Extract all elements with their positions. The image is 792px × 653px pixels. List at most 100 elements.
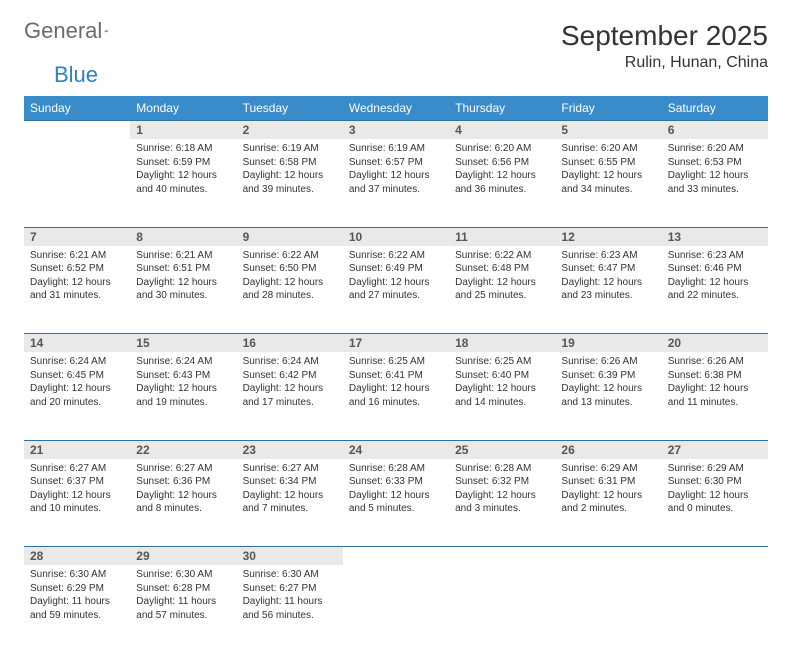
weekday-header: Friday (555, 96, 661, 121)
weekday-header: Saturday (662, 96, 768, 121)
day-details: Sunrise: 6:24 AMSunset: 6:43 PMDaylight:… (130, 352, 236, 415)
day-cell: Sunrise: 6:28 AMSunset: 6:33 PMDaylight:… (343, 459, 449, 547)
day-number-cell (555, 547, 661, 566)
day-number-cell (449, 547, 555, 566)
day-cell: Sunrise: 6:24 AMSunset: 6:42 PMDaylight:… (237, 352, 343, 440)
day-number-cell: 27 (662, 440, 768, 459)
day-number-cell (343, 547, 449, 566)
day-details: Sunrise: 6:23 AMSunset: 6:46 PMDaylight:… (662, 246, 768, 309)
month-title: September 2025 (561, 20, 768, 52)
day-cell (555, 565, 661, 653)
day-number-row: 14151617181920 (24, 334, 768, 353)
day-number-cell: 26 (555, 440, 661, 459)
day-number-cell: 9 (237, 227, 343, 246)
day-cell: Sunrise: 6:28 AMSunset: 6:32 PMDaylight:… (449, 459, 555, 547)
day-cell: Sunrise: 6:20 AMSunset: 6:55 PMDaylight:… (555, 139, 661, 227)
day-details: Sunrise: 6:26 AMSunset: 6:38 PMDaylight:… (662, 352, 768, 415)
day-details: Sunrise: 6:25 AMSunset: 6:40 PMDaylight:… (449, 352, 555, 415)
day-body-row: Sunrise: 6:21 AMSunset: 6:52 PMDaylight:… (24, 246, 768, 334)
day-number-cell: 24 (343, 440, 449, 459)
day-cell: Sunrise: 6:24 AMSunset: 6:45 PMDaylight:… (24, 352, 130, 440)
weekday-header-row: Sunday Monday Tuesday Wednesday Thursday… (24, 96, 768, 121)
day-cell: Sunrise: 6:22 AMSunset: 6:49 PMDaylight:… (343, 246, 449, 334)
day-number-cell: 23 (237, 440, 343, 459)
day-cell: Sunrise: 6:19 AMSunset: 6:58 PMDaylight:… (237, 139, 343, 227)
day-cell: Sunrise: 6:23 AMSunset: 6:47 PMDaylight:… (555, 246, 661, 334)
day-details: Sunrise: 6:29 AMSunset: 6:30 PMDaylight:… (662, 459, 768, 522)
day-number-row: 21222324252627 (24, 440, 768, 459)
day-number-cell: 21 (24, 440, 130, 459)
day-number-cell: 18 (449, 334, 555, 353)
day-details: Sunrise: 6:18 AMSunset: 6:59 PMDaylight:… (130, 139, 236, 202)
day-cell: Sunrise: 6:19 AMSunset: 6:57 PMDaylight:… (343, 139, 449, 227)
day-cell: Sunrise: 6:29 AMSunset: 6:31 PMDaylight:… (555, 459, 661, 547)
day-number-cell: 22 (130, 440, 236, 459)
day-number-cell: 1 (130, 121, 236, 140)
day-details: Sunrise: 6:20 AMSunset: 6:56 PMDaylight:… (449, 139, 555, 202)
day-number-row: 282930 (24, 547, 768, 566)
day-cell: Sunrise: 6:20 AMSunset: 6:56 PMDaylight:… (449, 139, 555, 227)
day-cell: Sunrise: 6:25 AMSunset: 6:41 PMDaylight:… (343, 352, 449, 440)
day-number-cell: 25 (449, 440, 555, 459)
logo-text-blue: Blue (54, 64, 98, 86)
day-number-cell: 2 (237, 121, 343, 140)
day-cell: Sunrise: 6:26 AMSunset: 6:38 PMDaylight:… (662, 352, 768, 440)
day-cell (662, 565, 768, 653)
day-cell: Sunrise: 6:29 AMSunset: 6:30 PMDaylight:… (662, 459, 768, 547)
day-cell: Sunrise: 6:27 AMSunset: 6:37 PMDaylight:… (24, 459, 130, 547)
day-cell: Sunrise: 6:30 AMSunset: 6:27 PMDaylight:… (237, 565, 343, 653)
day-details: Sunrise: 6:28 AMSunset: 6:32 PMDaylight:… (449, 459, 555, 522)
logo-text-general: General (24, 20, 102, 42)
day-cell: Sunrise: 6:22 AMSunset: 6:50 PMDaylight:… (237, 246, 343, 334)
calendar-body: 123456Sunrise: 6:18 AMSunset: 6:59 PMDay… (24, 121, 768, 653)
day-number-cell: 10 (343, 227, 449, 246)
weekday-header: Wednesday (343, 96, 449, 121)
day-cell: Sunrise: 6:20 AMSunset: 6:53 PMDaylight:… (662, 139, 768, 227)
day-body-row: Sunrise: 6:24 AMSunset: 6:45 PMDaylight:… (24, 352, 768, 440)
day-details: Sunrise: 6:20 AMSunset: 6:53 PMDaylight:… (662, 139, 768, 202)
day-cell: Sunrise: 6:23 AMSunset: 6:46 PMDaylight:… (662, 246, 768, 334)
day-number-cell (24, 121, 130, 140)
day-number-cell: 8 (130, 227, 236, 246)
day-number-cell: 30 (237, 547, 343, 566)
day-number-cell: 28 (24, 547, 130, 566)
day-details: Sunrise: 6:30 AMSunset: 6:28 PMDaylight:… (130, 565, 236, 628)
day-details: Sunrise: 6:23 AMSunset: 6:47 PMDaylight:… (555, 246, 661, 309)
day-cell: Sunrise: 6:27 AMSunset: 6:36 PMDaylight:… (130, 459, 236, 547)
day-number-cell: 29 (130, 547, 236, 566)
day-details: Sunrise: 6:20 AMSunset: 6:55 PMDaylight:… (555, 139, 661, 202)
weekday-header: Tuesday (237, 96, 343, 121)
calendar-table: Sunday Monday Tuesday Wednesday Thursday… (24, 96, 768, 653)
weekday-header: Thursday (449, 96, 555, 121)
day-details: Sunrise: 6:22 AMSunset: 6:49 PMDaylight:… (343, 246, 449, 309)
weekday-header: Sunday (24, 96, 130, 121)
day-cell (449, 565, 555, 653)
day-number-cell: 20 (662, 334, 768, 353)
day-number-cell: 17 (343, 334, 449, 353)
day-body-row: Sunrise: 6:18 AMSunset: 6:59 PMDaylight:… (24, 139, 768, 227)
day-details: Sunrise: 6:21 AMSunset: 6:51 PMDaylight:… (130, 246, 236, 309)
day-details: Sunrise: 6:26 AMSunset: 6:39 PMDaylight:… (555, 352, 661, 415)
day-number-cell: 15 (130, 334, 236, 353)
day-cell: Sunrise: 6:18 AMSunset: 6:59 PMDaylight:… (130, 139, 236, 227)
day-number-cell: 4 (449, 121, 555, 140)
day-cell: Sunrise: 6:30 AMSunset: 6:28 PMDaylight:… (130, 565, 236, 653)
day-number-cell: 3 (343, 121, 449, 140)
day-cell: Sunrise: 6:27 AMSunset: 6:34 PMDaylight:… (237, 459, 343, 547)
day-details: Sunrise: 6:27 AMSunset: 6:36 PMDaylight:… (130, 459, 236, 522)
day-details: Sunrise: 6:19 AMSunset: 6:57 PMDaylight:… (343, 139, 449, 202)
day-details: Sunrise: 6:24 AMSunset: 6:42 PMDaylight:… (237, 352, 343, 415)
day-details: Sunrise: 6:28 AMSunset: 6:33 PMDaylight:… (343, 459, 449, 522)
day-details: Sunrise: 6:30 AMSunset: 6:29 PMDaylight:… (24, 565, 130, 628)
day-cell (24, 139, 130, 227)
day-number-row: 123456 (24, 121, 768, 140)
day-details: Sunrise: 6:27 AMSunset: 6:34 PMDaylight:… (237, 459, 343, 522)
day-cell: Sunrise: 6:30 AMSunset: 6:29 PMDaylight:… (24, 565, 130, 653)
day-cell: Sunrise: 6:25 AMSunset: 6:40 PMDaylight:… (449, 352, 555, 440)
day-cell: Sunrise: 6:24 AMSunset: 6:43 PMDaylight:… (130, 352, 236, 440)
day-details: Sunrise: 6:19 AMSunset: 6:58 PMDaylight:… (237, 139, 343, 202)
location: Rulin, Hunan, China (561, 54, 768, 72)
day-details: Sunrise: 6:27 AMSunset: 6:37 PMDaylight:… (24, 459, 130, 522)
day-body-row: Sunrise: 6:30 AMSunset: 6:29 PMDaylight:… (24, 565, 768, 653)
day-details: Sunrise: 6:22 AMSunset: 6:48 PMDaylight:… (449, 246, 555, 309)
